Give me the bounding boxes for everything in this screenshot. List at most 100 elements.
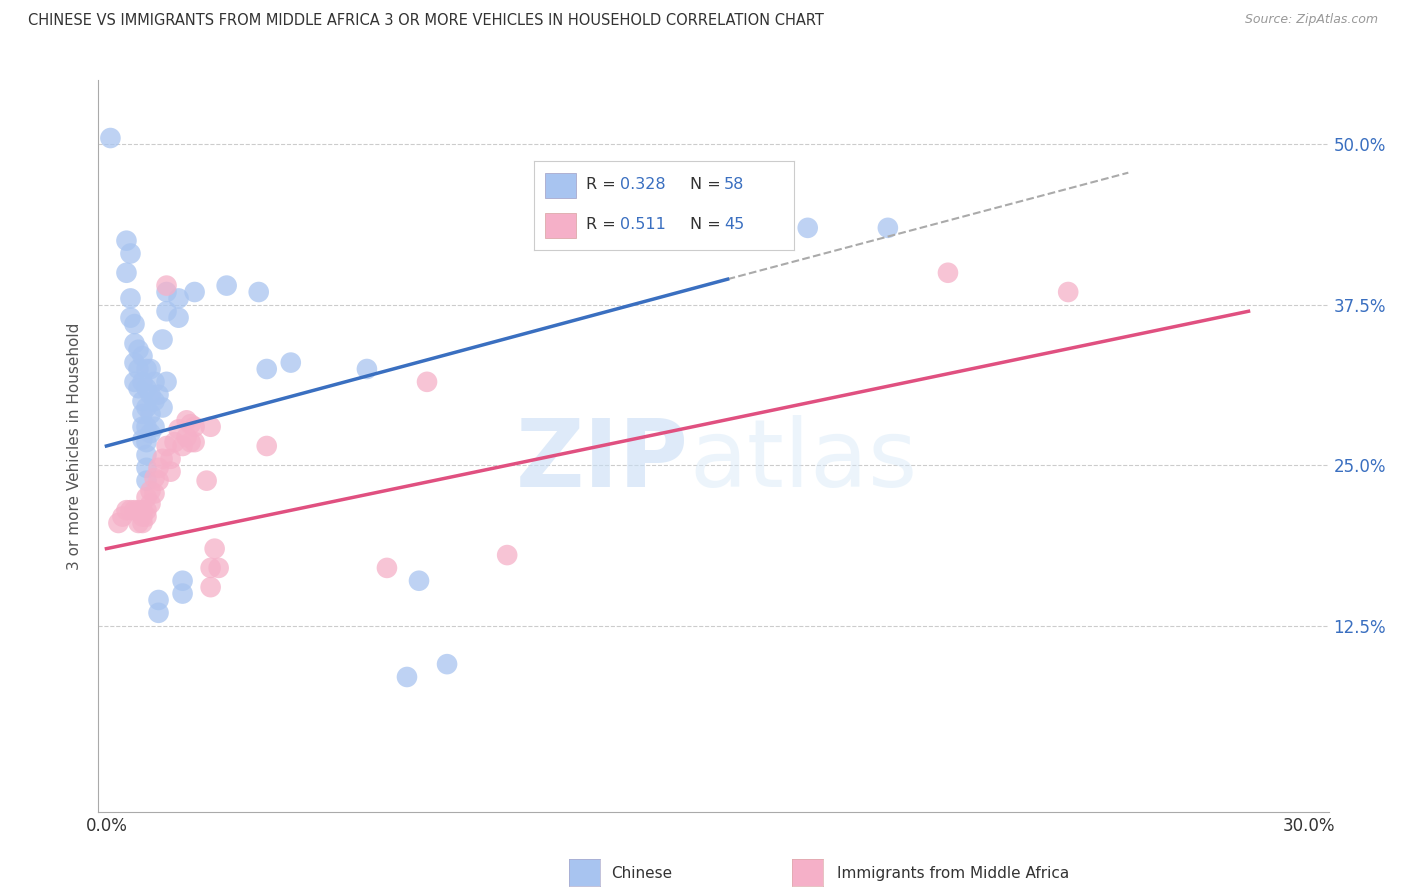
Point — [167, 422, 190, 436]
Point — [247, 285, 270, 299]
Point — [936, 266, 959, 280]
Point — [100, 131, 122, 145]
Point — [135, 474, 157, 488]
Point — [416, 375, 439, 389]
Point — [128, 516, 150, 530]
Point — [256, 439, 278, 453]
Point — [139, 497, 162, 511]
Point — [148, 460, 170, 475]
Point — [131, 503, 153, 517]
Point — [152, 333, 174, 347]
Point — [172, 586, 194, 600]
Point — [120, 310, 142, 325]
Point — [143, 486, 166, 500]
Point — [111, 509, 134, 524]
Y-axis label: 3 or more Vehicles in Household: 3 or more Vehicles in Household — [67, 322, 83, 570]
Point — [135, 362, 157, 376]
Point — [152, 451, 174, 466]
Point — [135, 381, 157, 395]
Text: 0.511: 0.511 — [620, 218, 666, 232]
Text: N =: N = — [690, 218, 727, 232]
Text: N =: N = — [690, 178, 727, 192]
Point — [176, 413, 198, 427]
Point — [176, 430, 198, 444]
Point — [152, 401, 174, 415]
Point — [204, 541, 226, 556]
Point — [131, 394, 153, 409]
Point — [128, 343, 150, 357]
Point — [135, 460, 157, 475]
Point — [183, 419, 205, 434]
Point — [124, 375, 146, 389]
Point — [139, 362, 162, 376]
Point — [128, 503, 150, 517]
Point — [183, 435, 205, 450]
Point — [408, 574, 430, 588]
Point — [120, 292, 142, 306]
Point — [128, 381, 150, 395]
Text: CHINESE VS IMMIGRANTS FROM MIDDLE AFRICA 3 OR MORE VEHICLES IN HOUSEHOLD CORRELA: CHINESE VS IMMIGRANTS FROM MIDDLE AFRICA… — [28, 13, 824, 29]
Text: Chinese: Chinese — [612, 866, 672, 881]
Point — [135, 509, 157, 524]
Point — [107, 516, 129, 530]
Point — [135, 435, 157, 450]
Point — [200, 419, 222, 434]
Point — [180, 417, 202, 432]
Point — [131, 509, 153, 524]
Point — [215, 278, 238, 293]
Point — [496, 548, 519, 562]
Bar — [544, 213, 576, 238]
Point — [395, 670, 418, 684]
Point — [167, 292, 190, 306]
Point — [183, 285, 205, 299]
Point — [200, 580, 222, 594]
Bar — [544, 173, 576, 198]
Point — [172, 574, 194, 588]
Point — [159, 465, 181, 479]
Point — [135, 401, 157, 415]
Point — [120, 503, 142, 517]
Point — [131, 516, 153, 530]
Point — [436, 657, 458, 672]
Point — [131, 433, 153, 447]
Point — [135, 503, 157, 517]
Point — [155, 304, 177, 318]
Point — [657, 234, 679, 248]
Text: 0.328: 0.328 — [620, 178, 666, 192]
Text: Source: ZipAtlas.com: Source: ZipAtlas.com — [1244, 13, 1378, 27]
Point — [124, 317, 146, 331]
Point — [148, 593, 170, 607]
Point — [131, 349, 153, 363]
Point — [155, 278, 177, 293]
Point — [131, 419, 153, 434]
Point — [131, 407, 153, 421]
Point — [356, 362, 378, 376]
Point — [139, 407, 162, 421]
Text: 45: 45 — [724, 218, 744, 232]
Point — [124, 503, 146, 517]
Point — [124, 355, 146, 369]
Point — [139, 483, 162, 498]
Point — [159, 451, 181, 466]
Point — [131, 375, 153, 389]
Point — [167, 310, 190, 325]
Point — [256, 362, 278, 376]
Point — [124, 336, 146, 351]
Point — [135, 419, 157, 434]
Point — [1057, 285, 1080, 299]
Point — [195, 474, 218, 488]
Point — [148, 474, 170, 488]
Point — [143, 394, 166, 409]
Point — [155, 375, 177, 389]
Point — [180, 435, 202, 450]
Point — [280, 355, 302, 369]
Text: R =: R = — [586, 178, 621, 192]
Point — [135, 491, 157, 505]
Point — [120, 246, 142, 260]
Point — [876, 220, 898, 235]
Point — [115, 503, 138, 517]
Point — [155, 439, 177, 453]
Point — [155, 285, 177, 299]
Point — [163, 435, 186, 450]
Point — [139, 387, 162, 401]
